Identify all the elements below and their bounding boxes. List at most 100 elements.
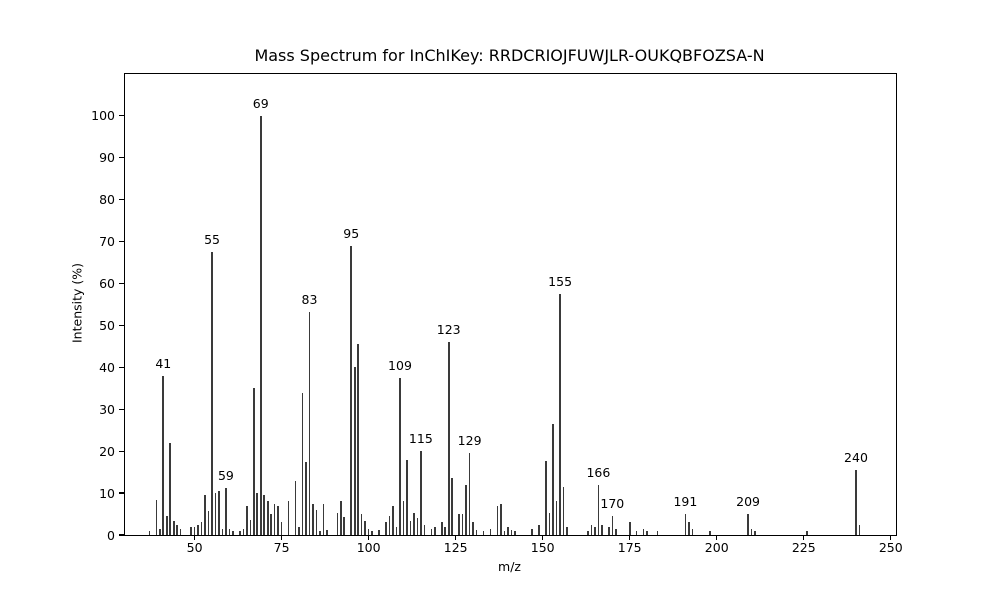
chart-title: Mass Spectrum for InChIKey: RRDCRIOJFUWJ… — [254, 46, 765, 65]
peak-bar — [750, 528, 753, 535]
x-tick-mark — [716, 535, 718, 540]
peak-annotation: 55 — [204, 232, 220, 248]
x-tick-label: 225 — [791, 540, 816, 555]
x-tick-mark — [281, 535, 283, 540]
peak-bar — [176, 525, 178, 535]
peak-bar — [280, 522, 283, 535]
peak-bar — [559, 294, 561, 535]
peak-bar — [858, 524, 861, 535]
y-tick-mark — [119, 450, 125, 452]
peak-bar — [263, 495, 266, 535]
peak-annotation: 115 — [408, 431, 433, 447]
peak-bar — [301, 392, 304, 535]
peak-bar — [562, 486, 565, 535]
peak-annotation: 170 — [600, 496, 625, 512]
peak-bar — [322, 503, 325, 535]
peak-annotation: 95 — [343, 225, 360, 241]
peak-annotation: 240 — [844, 450, 868, 466]
peak-bar — [423, 524, 426, 535]
peak-bar — [399, 377, 401, 535]
y-tick-label: 40 — [99, 359, 115, 375]
x-tick-mark — [194, 535, 196, 540]
peak-bar — [228, 528, 231, 535]
y-tick-label: 50 — [99, 317, 115, 333]
y-tick-label: 80 — [99, 192, 115, 208]
peak-bar — [340, 501, 342, 535]
peak-bar — [162, 375, 165, 535]
x-tick-mark — [455, 535, 457, 540]
peak-bar — [538, 525, 540, 535]
y-tick-mark — [119, 157, 125, 159]
peak-bar — [225, 487, 227, 535]
peak-bar — [200, 522, 203, 535]
peak-bar — [458, 514, 460, 535]
y-tick-mark — [119, 115, 125, 117]
peak-bar — [308, 311, 311, 535]
peak-bar — [392, 505, 394, 535]
peak-bar — [179, 528, 182, 535]
peak-bar — [545, 461, 547, 535]
peak-bar — [747, 514, 749, 535]
peak-bar — [496, 505, 499, 535]
peak-bar — [252, 388, 255, 535]
peak-bar — [590, 524, 593, 535]
peak-bar — [489, 528, 492, 535]
peak-bar — [806, 530, 809, 535]
peak-bar — [165, 516, 168, 535]
peak-bar — [507, 526, 509, 535]
y-tick-label: 0 — [107, 527, 115, 543]
peak-bar — [461, 514, 464, 535]
x-tick-label: 250 — [878, 540, 903, 555]
x-tick-label: 125 — [443, 540, 468, 555]
y-tick-mark — [119, 366, 125, 368]
peak-bar — [270, 514, 272, 535]
peak-bar — [315, 509, 318, 535]
peak-bar — [312, 504, 314, 535]
peak-bar — [420, 451, 422, 535]
peak-bar — [395, 526, 398, 535]
peak-annotation: 83 — [301, 291, 318, 307]
peak-annotation: 41 — [155, 355, 172, 371]
peak-bar — [555, 501, 558, 535]
peak-bar — [319, 530, 321, 535]
y-tick-label: 100 — [91, 108, 115, 124]
peak-bar — [218, 490, 220, 535]
peak-bar — [239, 530, 241, 535]
x-tick-label: 200 — [704, 540, 729, 555]
y-tick-label: 20 — [99, 443, 115, 459]
peak-bar — [440, 522, 443, 535]
peak-bar — [266, 501, 269, 535]
peak-bar — [514, 530, 516, 535]
peak-bar — [336, 512, 339, 535]
x-axis-label: m/z — [498, 559, 521, 574]
peak-bar — [256, 493, 259, 535]
peak-bar — [409, 521, 412, 535]
peak-bar — [294, 480, 297, 535]
peak-bar — [197, 524, 199, 535]
peak-bar — [642, 528, 645, 535]
peak-annotation: 209 — [736, 494, 760, 510]
peak-bar — [371, 530, 373, 535]
y-tick-mark — [119, 408, 125, 410]
peak-bar — [221, 528, 224, 535]
peak-annotation: 166 — [586, 464, 611, 480]
peak-bar — [193, 526, 196, 535]
peak-bar — [444, 526, 447, 535]
peak-annotation: 69 — [252, 95, 269, 111]
peak-bar — [451, 478, 453, 535]
x-tick-label: 50 — [186, 540, 203, 555]
peak-bar — [628, 522, 631, 535]
peak-bar — [482, 530, 485, 535]
peak-bar — [413, 512, 415, 535]
peak-bar — [364, 521, 366, 535]
peak-bar — [305, 461, 307, 535]
y-tick-label: 70 — [99, 234, 115, 250]
peak-bar — [242, 528, 245, 535]
peak-bar — [601, 524, 603, 535]
x-tick-label: 75 — [273, 540, 290, 555]
peak-bar — [430, 528, 433, 535]
peak-bar — [708, 530, 711, 535]
x-tick-mark — [542, 535, 544, 540]
peak-bar — [608, 526, 610, 535]
peak-bar — [465, 484, 467, 535]
